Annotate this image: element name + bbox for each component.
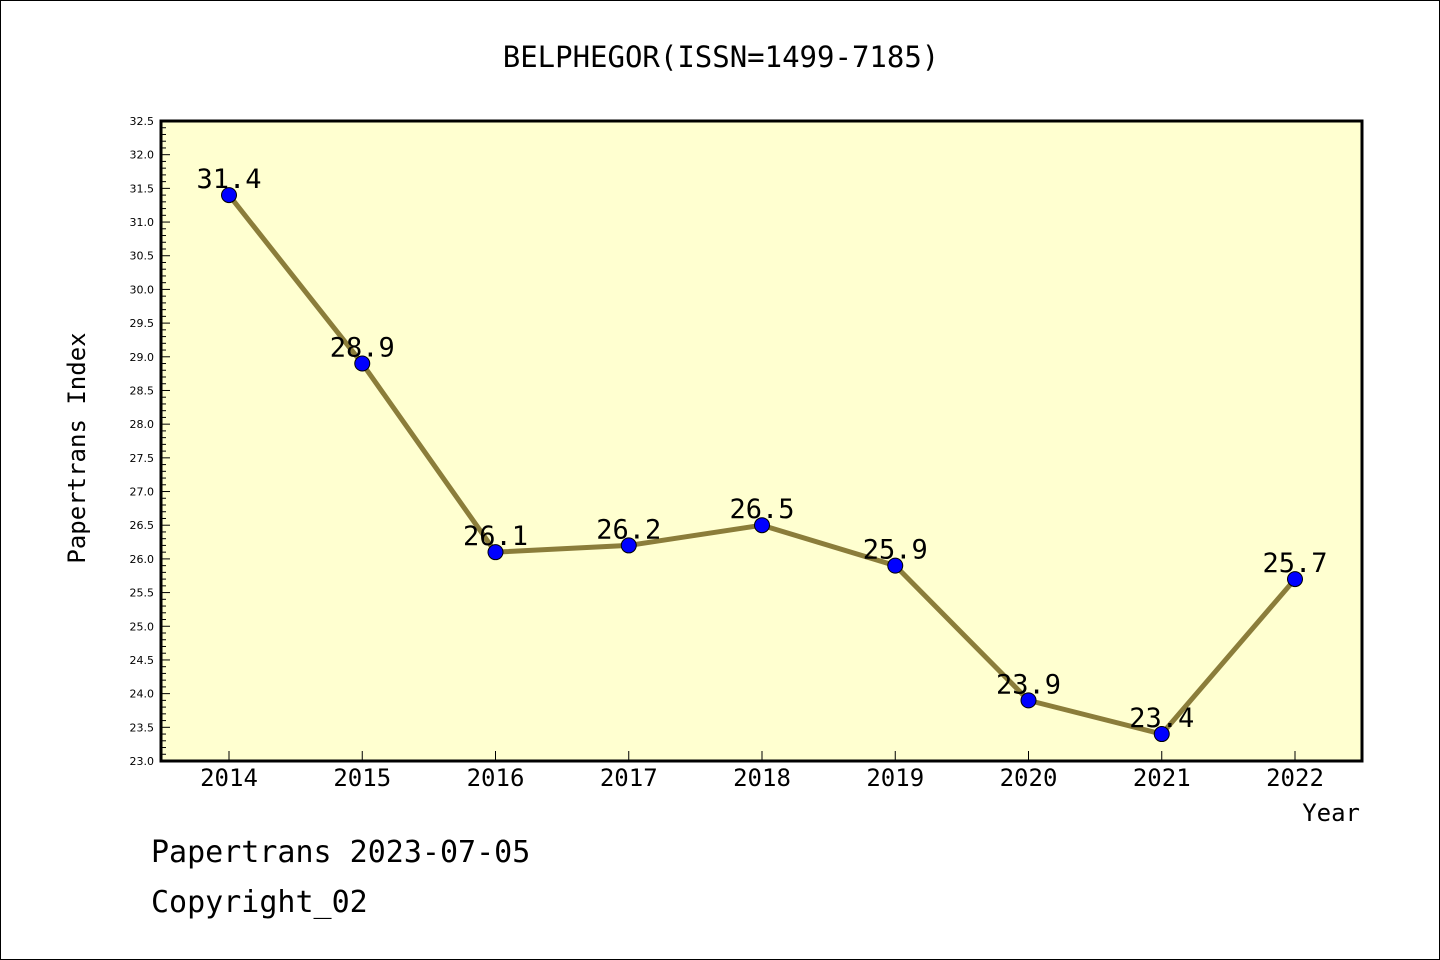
- x-tick-label: 2014: [200, 764, 258, 792]
- data-point: [487, 544, 504, 561]
- y-tick-label: 32.0: [130, 149, 155, 162]
- y-tick-label: 23.0: [130, 755, 155, 768]
- data-point: [1020, 692, 1037, 709]
- data-point: [754, 517, 770, 534]
- y-tick-label: 28.5: [130, 384, 155, 397]
- y-tick-label: 27.0: [130, 486, 155, 499]
- y-tick-label: 31.0: [130, 216, 155, 229]
- x-axis-label: Year: [1302, 799, 1360, 827]
- y-tick-label: 27.5: [130, 452, 155, 465]
- data-point: [354, 355, 371, 372]
- data-label: 28.9: [330, 333, 395, 364]
- data-label: 25.9: [863, 535, 928, 566]
- data-label: 26.2: [596, 514, 661, 545]
- y-tick-label: 23.5: [130, 721, 155, 734]
- footer-copyright: Copyright_02: [151, 885, 368, 920]
- footer-date-line: Papertrans 2023-07-05: [151, 835, 531, 870]
- y-tick-label: 25.5: [130, 587, 155, 600]
- plot-area: [161, 121, 1362, 761]
- x-axis: 2014 2015 2016 2017 2018 2019 2020 2021 2022: [200, 751, 1324, 792]
- y-tick-label: 29.5: [130, 317, 155, 330]
- series: 31.4 28.9 26.1 26.2 26.5 25.9 23.9 23.4 25.7: [196, 164, 1328, 743]
- y-tick-label: 30.0: [130, 283, 155, 296]
- x-tick-label: 2020: [1000, 764, 1058, 792]
- y-tick-label: 28.0: [130, 418, 155, 431]
- data-label: 31.4: [196, 164, 261, 195]
- x-tick-label: 2015: [333, 764, 391, 792]
- y-tick-label: 32.5: [130, 115, 155, 128]
- data-point: [887, 557, 904, 574]
- y-tick-label: 24.0: [130, 688, 155, 701]
- y-tick-label: 24.5: [130, 654, 155, 667]
- plot-border: [159, 119, 1364, 763]
- x-tick-label: 2016: [467, 764, 525, 792]
- data-point: [1153, 726, 1170, 743]
- x-tick-label: 2022: [1266, 764, 1324, 792]
- data-label: 23.9: [996, 669, 1061, 700]
- y-tick-label: 26.0: [130, 553, 155, 566]
- x-tick-label: 2018: [733, 764, 791, 792]
- x-tick-label: 2019: [866, 764, 924, 792]
- data-label: 26.1: [463, 521, 528, 552]
- x-tick-label: 2021: [1133, 764, 1191, 792]
- data-point: [1287, 571, 1303, 588]
- y-axis-label: Papertrans Index: [63, 332, 91, 563]
- x-tick-label: 2017: [600, 764, 658, 792]
- y-tick-label: 25.0: [130, 620, 155, 633]
- data-label: 26.5: [729, 494, 794, 525]
- y-axis: 23.0 23.5 24.0 24.5 25.0 25.5 26.0 26.5 27.0 27.5…: [130, 115, 170, 768]
- y-tick-label: 30.5: [130, 250, 155, 263]
- data-label: 23.4: [1129, 703, 1194, 734]
- y-tick-label: 31.5: [130, 182, 155, 195]
- data-point: [620, 537, 637, 554]
- y-tick-label: 26.5: [130, 519, 155, 532]
- data-point: [221, 187, 237, 204]
- chart-title: BELPHEGOR(ISSN=1499-7185): [503, 40, 940, 74]
- data-label: 25.7: [1262, 548, 1327, 579]
- y-tick-label: 29.0: [130, 351, 155, 364]
